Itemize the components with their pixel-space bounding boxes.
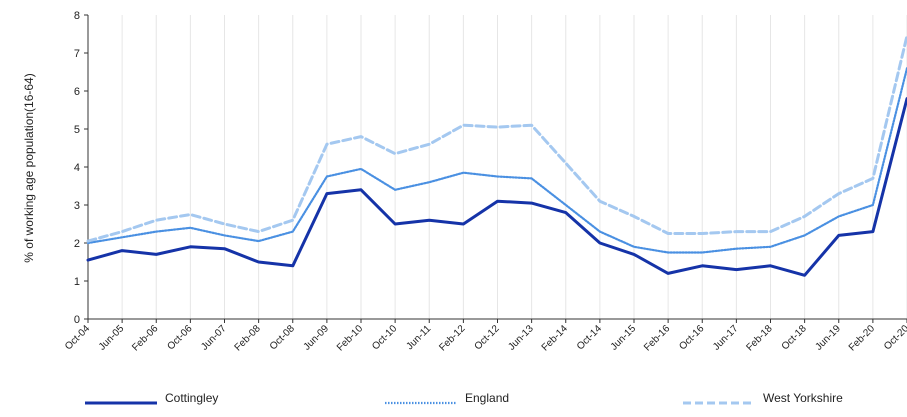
x-axis: Oct-04 Jun-05 Feb-06 Oct-06 Jun-07 Feb-08 Oct-… <box>63 318 907 354</box>
x-tick-label: Feb-14 <box>540 323 570 353</box>
x-tick-label: Oct-14 <box>575 323 604 352</box>
legend-label: England <box>465 391 509 405</box>
x-tick-label: Jun-17 <box>711 323 741 353</box>
y-tick-label: 7 <box>74 48 80 60</box>
x-tick-label: Oct-06 <box>165 323 194 352</box>
x-tick-label: Jun-07 <box>199 323 229 353</box>
x-tick-label: Feb-18 <box>744 323 774 353</box>
vertical-gridlines <box>87 15 907 319</box>
x-tick-label: Jun-13 <box>506 323 536 353</box>
series-line-west-yorkshire <box>86 34 907 243</box>
y-tick-label: 6 <box>74 86 80 98</box>
y-tick-label: 4 <box>74 162 80 174</box>
y-tick-label: 5 <box>74 124 80 136</box>
y-tick-label: 2 <box>74 238 80 250</box>
y-axis: 0 1 2 3 4 5 6 7 8 <box>74 10 89 326</box>
x-tick-label: Jun-19 <box>813 323 843 353</box>
legend-label: Cottingley <box>165 391 218 405</box>
y-tick-label: 0 <box>74 314 80 326</box>
x-tick-label: Oct-08 <box>268 323 297 352</box>
series-lines <box>86 34 907 277</box>
x-tick-label: Oct-04 <box>63 323 92 352</box>
y-tick-label: 8 <box>74 10 80 22</box>
x-tick-label: Oct-12 <box>473 323 502 352</box>
x-tick-label: Oct-10 <box>370 323 399 352</box>
legend-label: West Yorkshire <box>763 391 843 405</box>
x-tick-label: Oct-18 <box>780 323 809 352</box>
x-tick-label: Oct-16 <box>677 323 706 352</box>
x-tick-label: Feb-20 <box>847 323 877 353</box>
y-tick-label: 1 <box>74 276 80 288</box>
series-line-england <box>86 67 907 254</box>
y-axis-title: % of working age population(16-64) <box>22 73 36 262</box>
x-tick-label: Feb-16 <box>642 323 672 353</box>
x-tick-label: Jun-11 <box>404 323 433 352</box>
x-tick-label: Feb-06 <box>130 323 160 353</box>
series-line-cottingley <box>86 97 907 277</box>
legend: Cottingley England West Yorkshire <box>85 391 843 405</box>
x-tick-label: Jun-15 <box>609 323 639 353</box>
y-tick-label: 3 <box>74 200 80 212</box>
x-tick-label: Feb-08 <box>233 323 263 353</box>
x-tick-label: Oct-20 <box>882 323 907 352</box>
x-tick-label: Jun-09 <box>302 323 332 353</box>
x-tick-label: Jun-05 <box>97 323 127 353</box>
x-tick-label: Feb-12 <box>437 323 467 353</box>
x-tick-label: Feb-10 <box>335 323 365 353</box>
